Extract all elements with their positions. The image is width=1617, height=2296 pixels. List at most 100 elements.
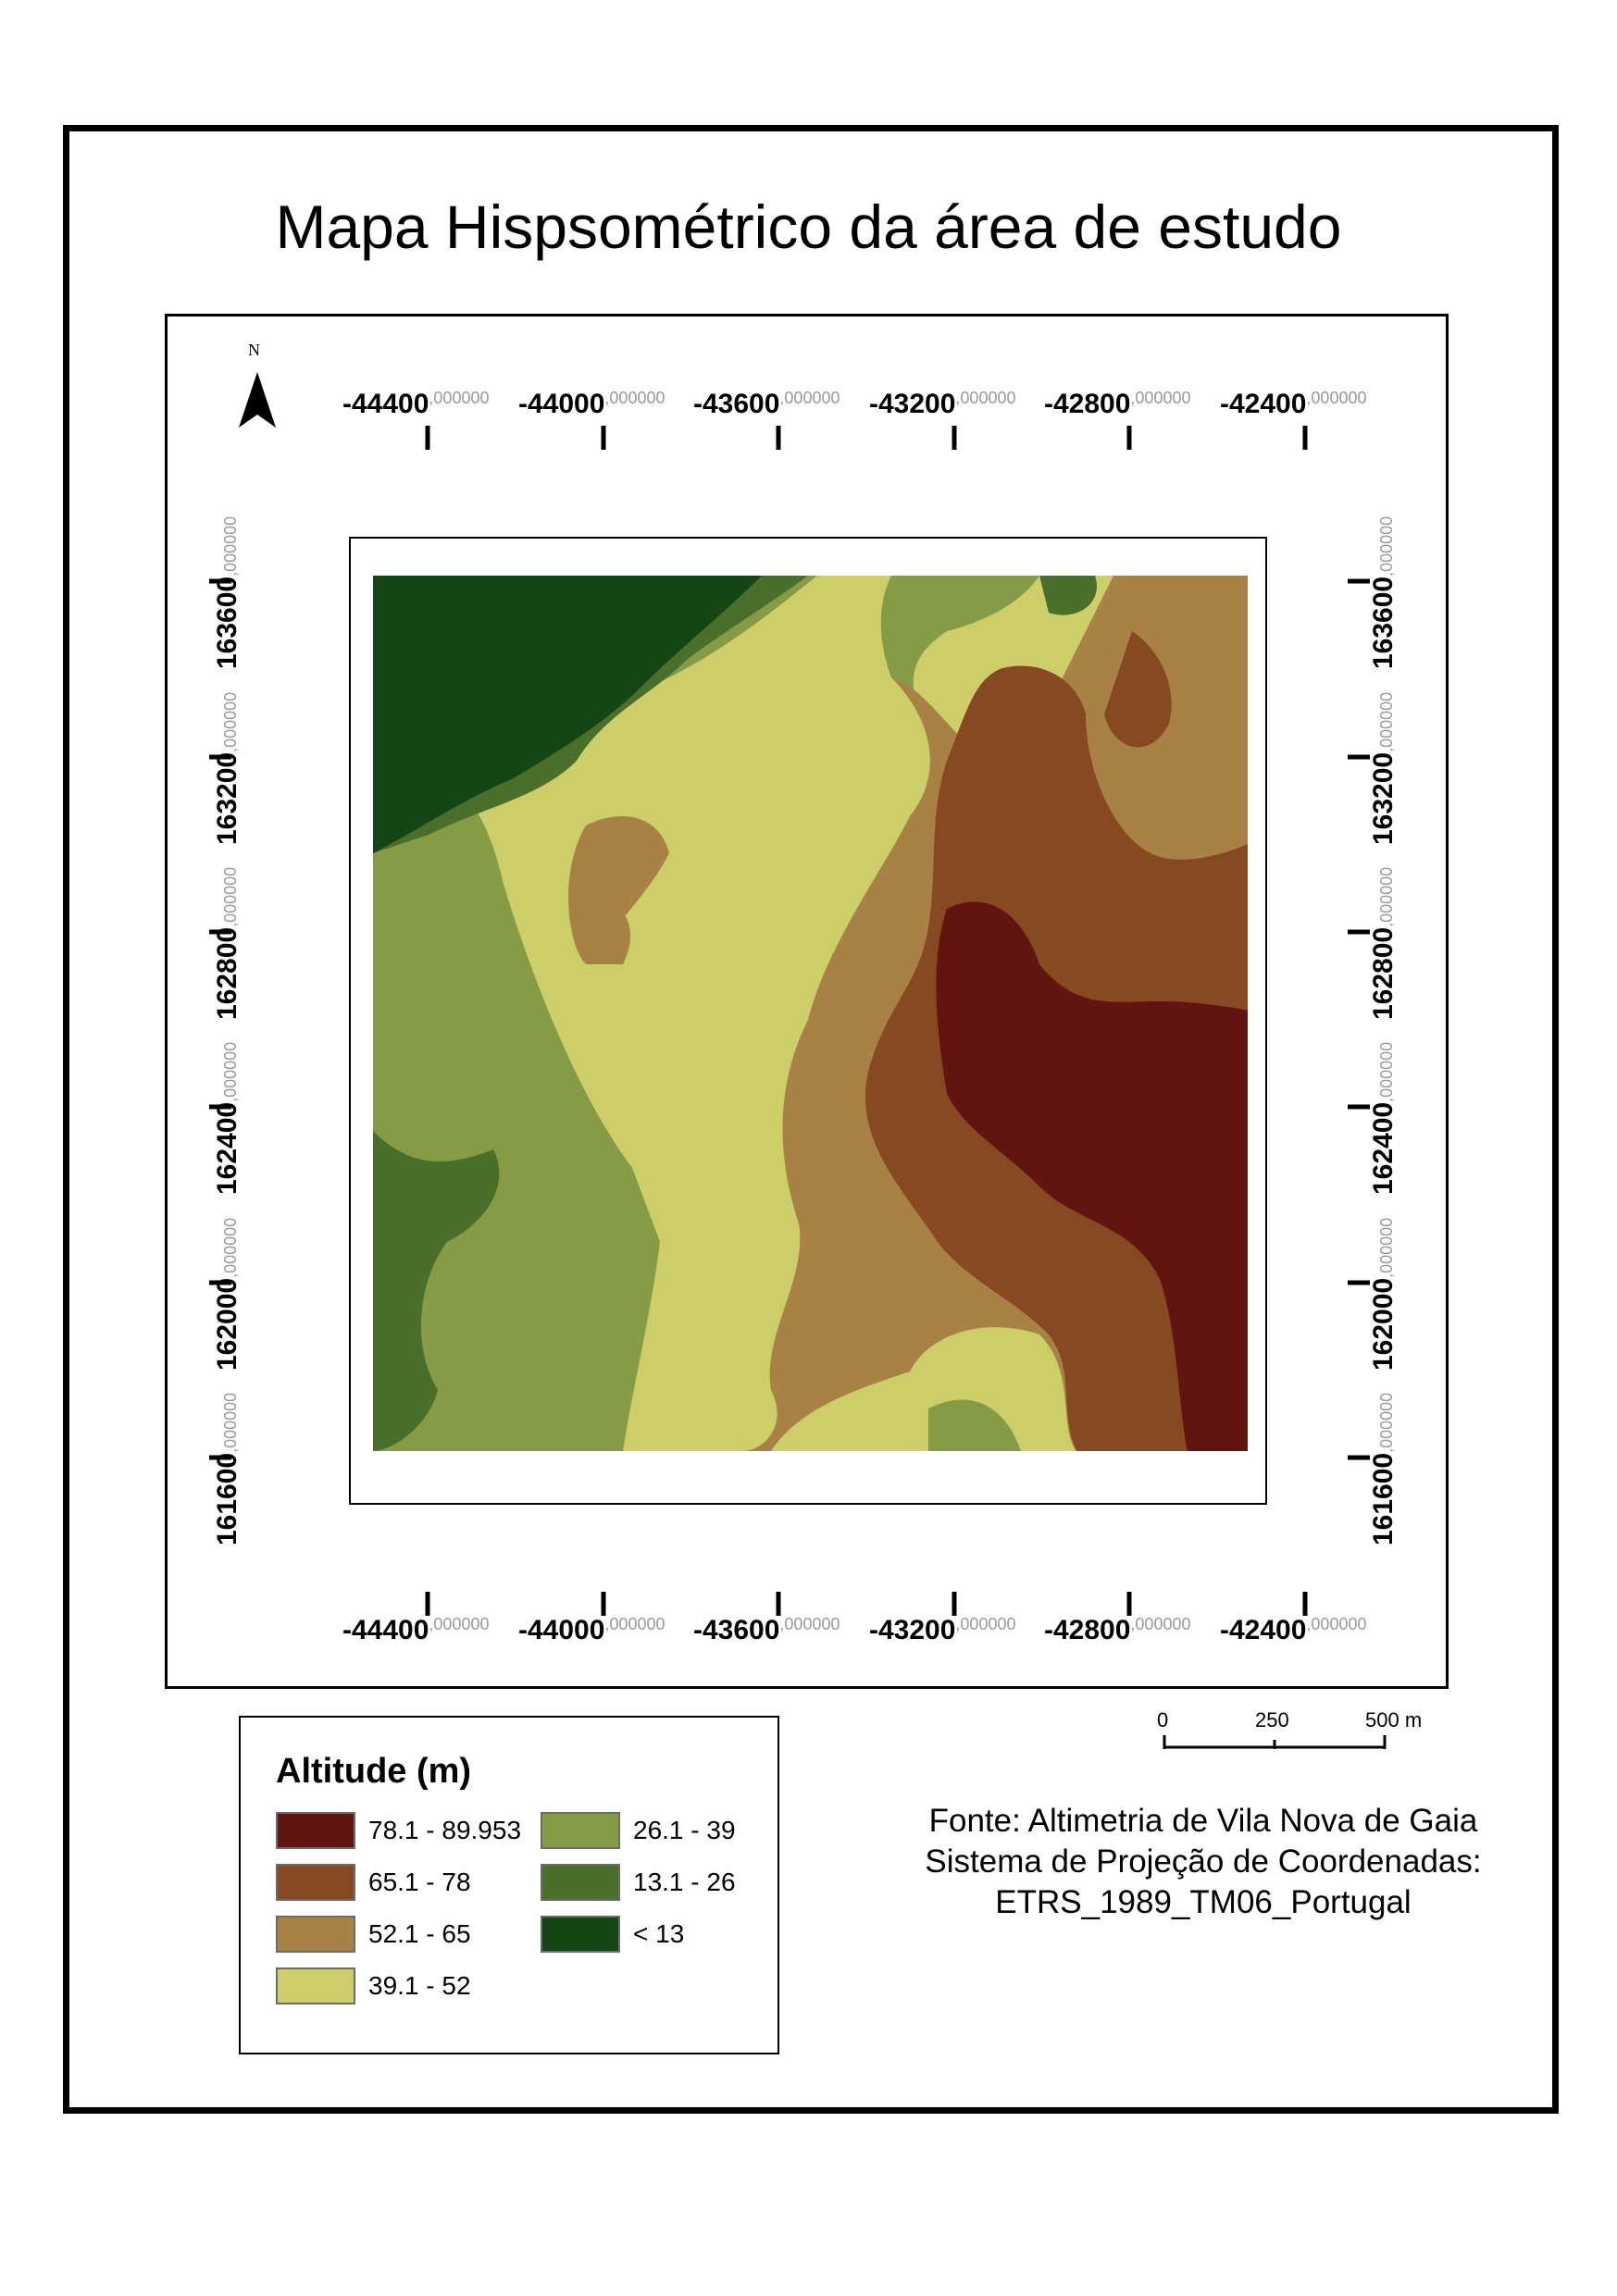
y-tick-suffix: ,000000 [221, 1392, 240, 1453]
x-tick-label-top: -42400,000000 [1220, 389, 1367, 423]
x-tick-value: -44000 [518, 389, 605, 419]
y-tick-value: 161600 [1368, 1452, 1399, 1545]
scale-bar-label-0: 0 [1157, 1708, 1169, 1731]
legend-label: 78.1 - 89.953 [368, 1816, 522, 1844]
x-tick-label-bottom: -43600,000000 [693, 1615, 840, 1649]
legend-label: 65.1 - 78 [368, 1868, 471, 1896]
map-outer-frame [63, 125, 1559, 2114]
x-tick-label-top: -44000,000000 [518, 389, 665, 423]
elevation-band-78-90 [936, 901, 1248, 1451]
y-tick-suffix: ,000000 [221, 515, 240, 577]
graticule-frame [165, 314, 1449, 1689]
x-tick-label-top: -42800,000000 [1044, 389, 1191, 423]
y-tick-label-right: 162000,000000 [1368, 1218, 1402, 1371]
y-tick-label-right: 162800,000000 [1368, 867, 1402, 1020]
legend-label: < 13 [633, 1919, 685, 1948]
graticule-ticks [209, 426, 1370, 1616]
y-tick-suffix: ,000000 [221, 1041, 240, 1102]
x-tick-label-bottom: -44400,000000 [342, 1615, 490, 1649]
y-tick-label-right: 161600,000000 [1368, 1393, 1402, 1545]
x-tick-label-top: -43200,000000 [869, 389, 1016, 423]
hypsometric-raster [373, 576, 1248, 1451]
x-tick-suffix: ,000000 [604, 389, 665, 407]
x-tick-suffix: ,000000 [779, 389, 840, 407]
elevation-band-under-13 [373, 576, 762, 853]
x-tick-suffix: ,000000 [604, 1615, 665, 1633]
x-tick-suffix: ,000000 [955, 389, 1016, 407]
x-tick-label-bottom: -43200,000000 [869, 1615, 1016, 1649]
y-tick-label-left: 161600,000000 [212, 1393, 246, 1545]
x-tick-value: -42400 [1220, 1615, 1307, 1645]
y-tick-label-left: 162000,000000 [212, 1218, 246, 1371]
x-tick-value: -43200 [869, 389, 956, 419]
legend-title: Altitude (m) [276, 1752, 472, 1791]
scale-bar [1163, 1735, 1387, 1749]
x-tick-value: -43600 [693, 1615, 780, 1645]
legend-swatch [276, 1916, 355, 1953]
x-tick-value: -42400 [1220, 389, 1307, 419]
x-tick-value: -44000 [518, 1615, 605, 1645]
y-tick-value: 162800 [212, 926, 243, 1020]
y-tick-value: 162800 [1368, 926, 1399, 1020]
x-tick-suffix: ,000000 [1306, 389, 1367, 407]
y-tick-suffix: ,000000 [1377, 691, 1396, 752]
legend-label: 39.1 - 52 [368, 1971, 471, 2000]
y-tick-label-left: 162400,000000 [212, 1042, 246, 1195]
x-tick-value: -43600 [693, 389, 780, 419]
y-tick-suffix: ,000000 [221, 866, 240, 927]
y-tick-label-right: 163200,000000 [1368, 692, 1402, 845]
legend-swatch [276, 1967, 355, 2004]
y-tick-suffix: ,000000 [1377, 515, 1396, 577]
y-tick-label-right: 162400,000000 [1368, 1042, 1402, 1195]
source-line-2: Sistema de Projeção de Coordenadas: [925, 1843, 1482, 1880]
y-tick-suffix: ,000000 [221, 1217, 240, 1278]
source-note: Fonte: Altimetria de Vila Nova de Gaia S… [833, 1801, 1573, 1923]
map-title: Mapa Hispsométrico da área de estudo [275, 192, 1342, 261]
x-tick-label-top: -44400,000000 [342, 389, 490, 423]
x-tick-label-bottom: -42800,000000 [1044, 1615, 1191, 1649]
y-tick-value: 163200 [1368, 751, 1399, 845]
y-tick-suffix: ,000000 [1377, 1041, 1396, 1102]
y-tick-value: 161600 [212, 1452, 243, 1545]
x-tick-suffix: ,000000 [955, 1615, 1016, 1633]
elevation-band-26-39 [373, 742, 660, 1451]
x-tick-suffix: ,000000 [429, 1615, 490, 1633]
elevation-band-52-65 [586, 900, 631, 964]
x-tick-value: -44400 [342, 1615, 429, 1645]
x-tick-value: -42800 [1044, 389, 1131, 419]
y-tick-value: 163600 [212, 576, 243, 669]
x-tick-label-top: -43600,000000 [693, 389, 840, 423]
y-tick-value: 162000 [1368, 1277, 1399, 1371]
source-line-3: ETRS_1989_TM06_Portugal [995, 1884, 1412, 1920]
legend-swatch [276, 1812, 355, 1849]
x-tick-suffix: ,000000 [779, 1615, 840, 1633]
y-tick-suffix: ,000000 [221, 691, 240, 752]
legend-label: 26.1 - 39 [633, 1816, 736, 1844]
elevation-band-26-39 [880, 576, 1039, 696]
y-tick-value: 162400 [212, 1101, 243, 1195]
legend-swatch [276, 1864, 355, 1901]
north-arrow-label: N [248, 341, 260, 359]
x-tick-suffix: ,000000 [1130, 389, 1191, 407]
x-tick-value: -43200 [869, 1615, 956, 1645]
y-tick-label-left: 163200,000000 [212, 692, 246, 845]
legend-swatch [541, 1864, 620, 1901]
north-arrow-icon [239, 372, 276, 428]
source-line-1: Fonte: Altimetria de Vila Nova de Gaia [928, 1803, 1478, 1839]
x-tick-label-bottom: -42400,000000 [1220, 1615, 1367, 1649]
y-tick-suffix: ,000000 [1377, 1217, 1396, 1278]
y-tick-value: 162000 [212, 1277, 243, 1371]
y-tick-value: 162400 [1368, 1101, 1399, 1195]
x-tick-value: -44400 [342, 389, 429, 419]
y-tick-suffix: ,000000 [1377, 1392, 1396, 1453]
y-tick-suffix: ,000000 [1377, 866, 1396, 927]
y-tick-label-right: 163600,000000 [1368, 516, 1402, 669]
x-tick-value: -42800 [1044, 1615, 1131, 1645]
x-tick-label-bottom: -44000,000000 [518, 1615, 665, 1649]
x-tick-suffix: ,000000 [429, 389, 490, 407]
x-tick-suffix: ,000000 [1306, 1615, 1367, 1633]
scale-bar-label-250: 250 [1255, 1708, 1289, 1731]
y-tick-label-left: 163600,000000 [212, 516, 246, 669]
y-tick-label-left: 162800,000000 [212, 867, 246, 1020]
elevation-band-13-26 [1039, 576, 1097, 615]
